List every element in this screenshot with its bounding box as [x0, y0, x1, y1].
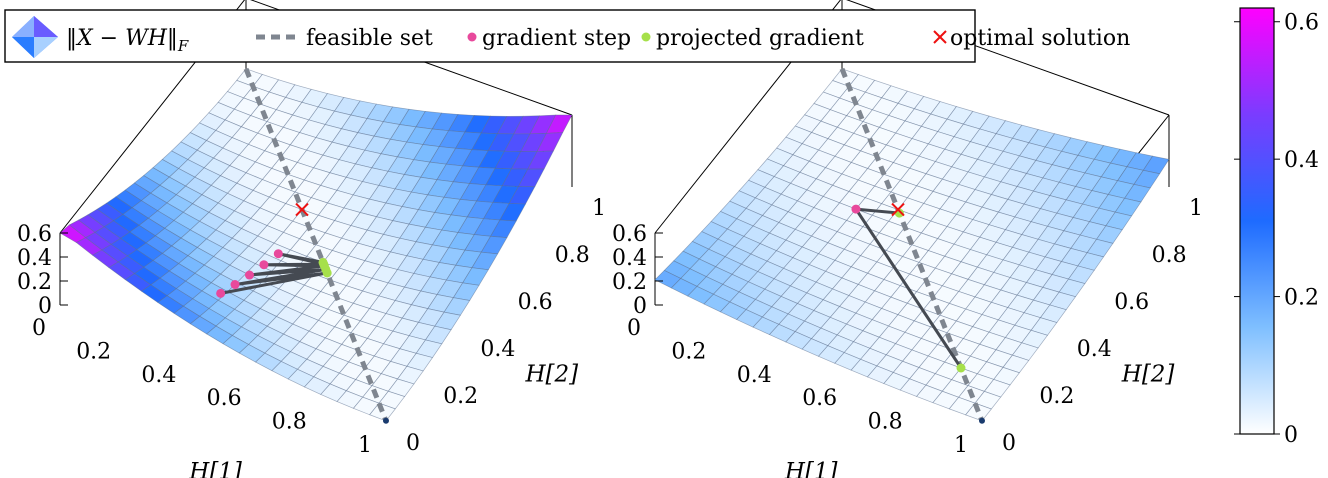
legend-label-optimal: optimal solution [950, 26, 1130, 51]
y-tick-label: 1 [592, 196, 606, 221]
x-tick-label: 0.6 [802, 386, 837, 411]
gradient-step-point [216, 288, 226, 298]
projected-gradient-point [956, 363, 966, 373]
x-tick-label: 0.8 [868, 410, 903, 435]
y-tick-label: 0 [406, 431, 420, 456]
y-tick-label: 0.4 [480, 337, 515, 362]
legend-box [4, 9, 976, 63]
legend-projected-dot [641, 32, 651, 42]
z-tick-label: 0.2 [612, 270, 647, 295]
x-tick-label: 0.8 [272, 410, 307, 435]
colorbar-tick-label: 0.6 [1284, 11, 1319, 36]
colorbar-gradient [1239, 7, 1275, 435]
y-tick-label: 0.6 [1114, 290, 1149, 315]
surface-plot-left: 00.20.40.600.20.40.60.81 00.20.40.60.81H[… [17, 0, 606, 478]
optimal-solution-marker [295, 202, 309, 217]
gradient-step-point [244, 270, 254, 280]
surface-patch [369, 402, 396, 422]
x-tick-label: 0.4 [737, 363, 772, 388]
colorbar: 0 0.2 0.4 0.6 [1234, 7, 1319, 448]
projected-gradient-point [318, 257, 328, 267]
gradient-step-point [273, 249, 283, 259]
surface-mesh [59, 68, 573, 422]
y-axis-label: H[2] [1121, 362, 1175, 388]
gradient-path [216, 249, 332, 298]
z-tick-label: 0.4 [612, 246, 647, 271]
y-tick-label: 0.2 [443, 384, 478, 409]
z-tick-label: 0 [633, 294, 647, 319]
surface-plot-right: 00.20.40.600.20.40.60.81 00.20.40.60.81H[… [612, 0, 1203, 478]
y-tick-label: 0.4 [1077, 337, 1112, 362]
legend-label-gradient: gradient step [482, 26, 631, 51]
legend-label-projected: projected gradient [656, 26, 864, 51]
legend-surface-icon [12, 16, 58, 58]
z-tick-label: 0.6 [17, 222, 52, 247]
x-tick-label: 0 [32, 316, 46, 341]
y-tick-label: 0.8 [555, 243, 590, 268]
x-tick-label: 0.4 [141, 363, 176, 388]
legend: ‖X − WH‖F feasible set gradient step pro… [4, 9, 1130, 63]
y-tick-label: 0.8 [1152, 243, 1187, 268]
z-tick-label: 0.6 [612, 222, 647, 247]
x-tick-label: 1 [358, 433, 372, 458]
gradient-step-point [230, 280, 240, 290]
x-tick-label: 0.2 [76, 339, 111, 364]
gradient-path [851, 204, 966, 373]
optimal-solution-marker [891, 202, 905, 217]
z-tick-label: 0.2 [17, 270, 52, 295]
y-tick-label: 0.6 [518, 290, 553, 315]
x-axis-label: H[1] [784, 459, 838, 478]
x-tick-label: 0.2 [671, 339, 706, 364]
x-axis-label: H[1] [188, 459, 242, 478]
feasible-set-end [383, 417, 389, 424]
legend-gradient-dot [467, 32, 477, 42]
colorbar-tick-label: 0 [1284, 423, 1298, 448]
colorbar-tick-label: 0.4 [1284, 148, 1319, 173]
x-tick-label: 1 [954, 433, 968, 458]
legend-optimal-cross [933, 30, 947, 44]
x-tick-label: 0 [627, 316, 641, 341]
gradient-path-line [220, 252, 328, 295]
colorbar-tick-label: 0.2 [1284, 286, 1319, 311]
legend-label-norm: ‖X − WH‖F [66, 26, 189, 55]
x-tick-label: 0.6 [207, 386, 242, 411]
z-tick-label: 0.4 [17, 246, 52, 271]
feasible-set-end [979, 417, 985, 424]
gradient-step-point [851, 204, 861, 214]
y-tick-label: 0 [1002, 431, 1016, 456]
z-tick-label: 0 [38, 294, 52, 319]
legend-label-feasible: feasible set [306, 26, 433, 51]
y-tick-label: 0.2 [1039, 384, 1074, 409]
y-axis-label: H[2] [524, 362, 578, 388]
y-tick-label: 1 [1189, 196, 1203, 221]
gradient-step-point [259, 260, 269, 270]
surface-mesh [654, 68, 1170, 422]
surface-patch [965, 402, 992, 422]
feasible-set-line [243, 67, 389, 422]
